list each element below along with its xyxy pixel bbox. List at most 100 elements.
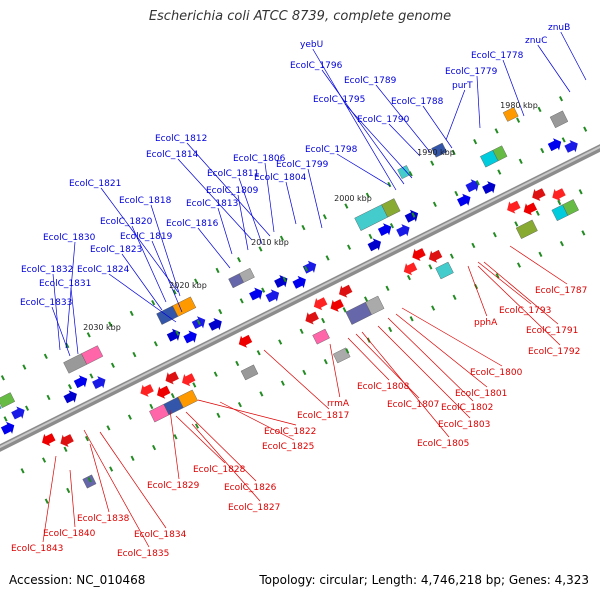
upper-connector	[321, 69, 405, 185]
track-tick	[581, 230, 586, 236]
track-tick	[345, 348, 350, 354]
lower-connector	[355, 333, 420, 399]
lower-gene-label: EcolC_1802	[441, 403, 493, 413]
upper-gene-label: EcolC_1804	[254, 173, 307, 183]
lower-connector	[219, 401, 295, 441]
upper-gene-label: EcolC_1831	[39, 279, 91, 289]
track-tick	[108, 321, 113, 327]
upper-connector	[108, 273, 177, 323]
upper-connector	[151, 240, 183, 313]
upper-gene-label: EcolC_1821	[69, 179, 121, 189]
gene-box	[312, 328, 330, 345]
track-tick	[256, 350, 261, 356]
gene-arrow	[532, 188, 546, 201]
upper-gene-label: EcolC_1779	[445, 67, 498, 77]
track-tick	[258, 246, 263, 252]
track-tick	[84, 435, 89, 442]
gene-arrow	[305, 311, 319, 325]
gene-arrow	[92, 376, 106, 389]
track-tick	[130, 455, 135, 461]
track-tick	[194, 423, 200, 429]
track-tick	[213, 371, 218, 377]
track-tick	[87, 477, 92, 483]
track-tick	[302, 369, 307, 376]
upper-connector	[344, 103, 413, 179]
track-tick	[347, 244, 352, 250]
upper-connector	[336, 153, 391, 187]
gene-box	[502, 106, 519, 122]
track-tick	[538, 251, 543, 258]
gene-arrow	[547, 138, 562, 152]
coordinate-label: 2010 kbp	[251, 238, 289, 247]
coordinate-label: 2000 kbp	[334, 194, 372, 203]
gene-box	[177, 389, 198, 409]
upper-gene-label: EcolC_1790	[357, 115, 410, 125]
genome-backbone	[0, 144, 600, 452]
track-tick	[151, 299, 156, 306]
track-tick	[583, 126, 588, 132]
gene-arrow	[182, 373, 196, 387]
gene-arrow	[63, 390, 77, 404]
track-tick	[389, 223, 394, 229]
upper-gene-label: EcolC_1824	[77, 265, 130, 275]
track-tick	[537, 106, 542, 113]
upper-gene-label: EcolC_1813	[186, 199, 238, 209]
track-tick	[89, 373, 94, 379]
lower-gene-label: EcolC_1800	[470, 368, 523, 378]
lower-gene-label: EcolC_1807	[387, 400, 439, 410]
lower-gene-label: rrmA	[327, 399, 350, 409]
track-tick	[494, 128, 499, 134]
upper-gene-label: znuB	[548, 23, 570, 33]
lower-connector	[361, 331, 450, 438]
lower-connector	[387, 317, 474, 402]
track-tick	[365, 192, 370, 199]
upper-connector	[131, 225, 167, 303]
track-tick	[475, 180, 480, 186]
upper-connector	[51, 306, 71, 357]
upper-connector	[65, 241, 76, 349]
track-tick	[451, 149, 456, 156]
gene-arrow	[564, 140, 578, 153]
upper-gene-label: znuC	[525, 36, 547, 46]
gene-box	[81, 345, 104, 365]
upper-connector	[375, 84, 431, 153]
track-tick	[22, 364, 27, 370]
gene-arrow	[60, 434, 74, 447]
upper-gene-label: EcolC_1820	[100, 217, 153, 227]
upper-gene-label: EcolC_1814	[146, 150, 199, 160]
gene-arrow	[403, 262, 418, 276]
lower-connector	[197, 399, 297, 426]
backbone-highlight	[0, 145, 600, 449]
track-tick	[259, 391, 264, 397]
coordinate-ticks	[0, 96, 588, 504]
gene-box	[0, 405, 2, 410]
lower-connector	[509, 245, 568, 285]
gene-arrow	[412, 248, 426, 261]
track-tick	[454, 190, 459, 197]
gene-box	[381, 198, 401, 218]
track-tick	[342, 307, 347, 313]
track-tick	[385, 285, 390, 292]
track-tick	[540, 147, 545, 154]
track-tick	[321, 317, 326, 324]
track-tick	[235, 360, 240, 367]
lower-gene-label: EcolC_1801	[455, 389, 507, 399]
lower-gene-label: EcolC_1805	[417, 439, 469, 449]
track-tick	[261, 287, 266, 293]
upper-connector	[177, 158, 253, 241]
upper-connector	[445, 89, 466, 141]
gene-arrow	[330, 299, 344, 312]
upper-connector	[502, 59, 525, 117]
gene-arrow	[11, 406, 25, 420]
gene-arrow	[339, 284, 353, 298]
upper-connector	[264, 162, 275, 233]
upper-gene-label: EcolC_1798	[305, 145, 358, 155]
upper-connector	[237, 194, 249, 251]
track-tick	[557, 199, 562, 206]
gene-arrow	[183, 330, 197, 344]
gene-box	[365, 295, 385, 315]
upper-connector	[52, 273, 61, 351]
track-tick	[152, 444, 157, 451]
track-tick	[0, 375, 5, 381]
